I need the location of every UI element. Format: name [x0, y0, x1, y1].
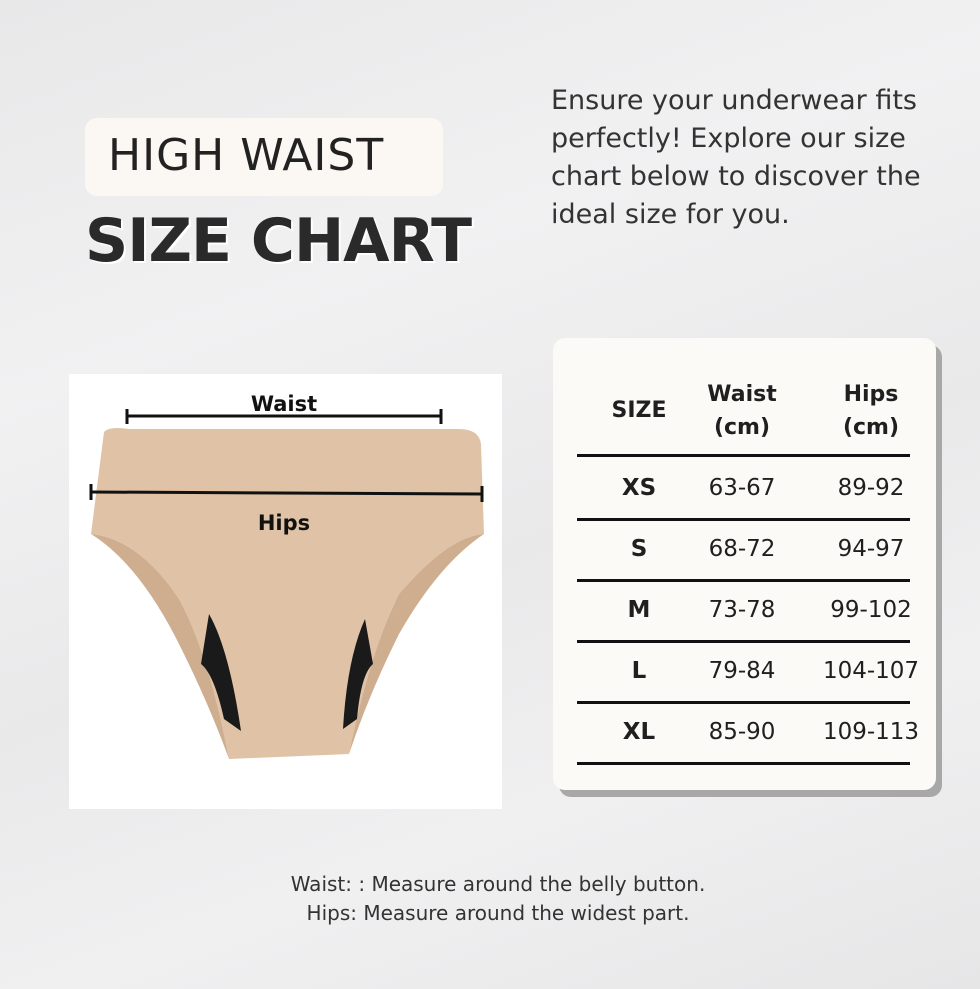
- size-cell: M: [627, 597, 651, 623]
- waist-cell: 63-67: [708, 475, 776, 501]
- hips-cell: 109-113: [822, 719, 920, 745]
- waist-note: Waist: : Measure around the belly button…: [290, 872, 706, 896]
- title-subtitle: HIGH WAIST: [108, 130, 385, 181]
- title-badge: [85, 118, 443, 196]
- size-cell: L: [631, 658, 647, 684]
- table-row: XL 85-90 109-113: [577, 704, 919, 765]
- size-table: SIZE Waist (cm) Hips (cm) XS 63-67 89-92…: [553, 338, 936, 790]
- underwear-shape: [91, 428, 484, 759]
- product-diagram: Waist Hips: [69, 374, 502, 809]
- hips-label: Hips: [258, 511, 310, 535]
- size-cell: XS: [621, 475, 657, 501]
- header-waist: Waist (cm): [707, 382, 777, 440]
- table-row: S 68-72 94-97: [577, 521, 910, 582]
- size-cell: XL: [622, 719, 656, 745]
- hips-cell: 99-102: [830, 597, 912, 623]
- table-row: L 79-84 104-107: [577, 643, 919, 704]
- hips-cell: 94-97: [837, 536, 905, 562]
- table-row: XS 63-67 89-92: [577, 457, 910, 521]
- table-header: SIZE Waist (cm) Hips (cm): [577, 378, 910, 457]
- waist-cell: 85-90: [708, 719, 776, 745]
- waist-cell: 73-78: [708, 597, 776, 623]
- page-title: SIZE CHART: [85, 206, 472, 276]
- waist-label: Waist: [251, 392, 317, 416]
- leg-opening-left: [91, 534, 229, 759]
- size-cell: S: [630, 536, 648, 562]
- header-size: SIZE: [611, 398, 667, 423]
- hips-note: Hips: Measure around the widest part.: [306, 901, 690, 925]
- header-hips: Hips (cm): [842, 382, 900, 440]
- hips-cell: 104-107: [822, 658, 920, 684]
- waist-cell: 68-72: [708, 536, 776, 562]
- gusset-right: [343, 619, 373, 729]
- hips-cell: 89-92: [837, 475, 905, 501]
- leg-opening-right: [349, 534, 484, 754]
- waist-cell: 79-84: [708, 658, 776, 684]
- description: Ensure your underwear fits perfectly! Ex…: [551, 85, 921, 230]
- table-row: M 73-78 99-102: [577, 582, 912, 643]
- gusset-left: [201, 614, 241, 731]
